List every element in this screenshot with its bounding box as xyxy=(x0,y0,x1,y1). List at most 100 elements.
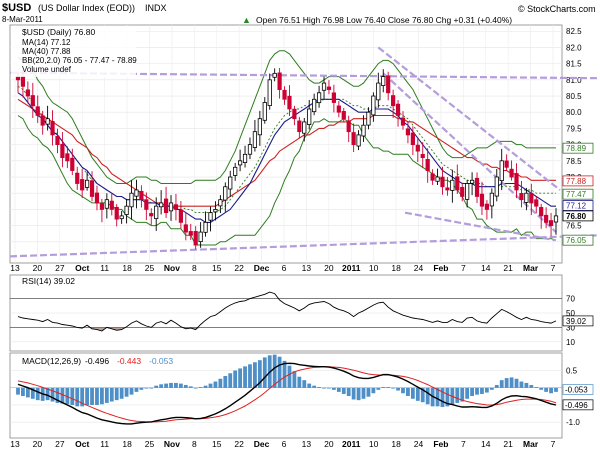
trendline xyxy=(404,211,556,242)
candle xyxy=(465,179,470,208)
macd-histogram-bar xyxy=(341,387,346,394)
macd-histogram-bar xyxy=(524,382,529,388)
macd-histogram-bar xyxy=(60,387,65,404)
x-tick-label: 2011 xyxy=(342,263,361,273)
macd-histogram-bar xyxy=(351,387,356,400)
x-tick-label: 13 xyxy=(10,263,20,273)
x-tick-label: 27 xyxy=(55,263,65,273)
candle xyxy=(504,154,509,171)
macd-histogram-bar xyxy=(198,387,203,388)
candle xyxy=(489,188,494,219)
price-tick-label: 82.5 xyxy=(566,27,582,36)
candle xyxy=(124,198,129,224)
price-tick-label: 78.5 xyxy=(566,157,582,166)
candle xyxy=(529,183,534,216)
macd-signal-line xyxy=(17,366,557,423)
macd-histogram-bar xyxy=(425,387,430,405)
x-tick-label: 2011 xyxy=(342,439,361,449)
candle xyxy=(213,201,218,221)
chart-date: 8-Mar-2011 xyxy=(2,15,43,24)
macd-value-tag: -0.053 xyxy=(562,384,594,395)
macd-histogram-bar xyxy=(346,387,351,397)
x-tick-label: 20 xyxy=(324,263,334,273)
candle xyxy=(109,193,114,216)
macd-histogram-bar xyxy=(494,384,499,388)
macd-histogram-bar xyxy=(475,387,479,395)
rsi-line xyxy=(17,291,557,332)
svg-text:77.47: 77.47 xyxy=(566,190,587,199)
macd-value-tag: -0.496 xyxy=(562,399,594,411)
candle xyxy=(405,120,411,144)
trendline xyxy=(382,72,557,233)
macd-histogram-bar xyxy=(16,387,20,395)
candle xyxy=(159,190,164,215)
candle xyxy=(494,168,499,202)
rsi-tick-label: 50 xyxy=(566,309,575,318)
macd-histogram-bar xyxy=(356,387,361,401)
macd-histogram-bar xyxy=(248,364,252,388)
macd-histogram-bar xyxy=(119,387,124,399)
macd-tick-label: -1.0 xyxy=(566,418,580,427)
price-tick-label: 82.0 xyxy=(566,43,582,52)
macd-histogram-bar xyxy=(549,387,553,394)
macd-histogram-bar xyxy=(109,387,114,402)
candle xyxy=(272,68,277,82)
macd-histogram-bar xyxy=(193,387,198,389)
x-tick-label: 10 xyxy=(369,263,379,273)
price-tick-label: 80.0 xyxy=(566,108,582,117)
svg-text:39.02: 39.02 xyxy=(566,317,587,326)
macd-histogram-bar xyxy=(75,387,80,407)
macd-histogram-bar xyxy=(297,376,302,388)
candle xyxy=(430,169,435,185)
candle xyxy=(75,166,80,190)
macd-histogram-bar xyxy=(504,378,509,388)
candle xyxy=(178,201,183,229)
candle xyxy=(45,105,50,131)
candle xyxy=(203,211,208,237)
candle xyxy=(65,146,70,169)
x-tick-label: 20 xyxy=(324,439,334,449)
macd-histogram-bar xyxy=(386,387,391,388)
x-tick-label: 22 xyxy=(234,263,244,273)
candle xyxy=(242,145,248,168)
macd-histogram-bar xyxy=(401,387,405,394)
bb-upper-line xyxy=(17,50,556,184)
x-tick-label: 11 xyxy=(100,263,109,273)
x-tick-label: 15 xyxy=(212,439,222,449)
macd-histogram-bar xyxy=(183,384,188,388)
candle xyxy=(450,169,455,203)
x-tick-label: Mar xyxy=(523,263,539,273)
price-value-tag: 76.05 xyxy=(562,234,594,246)
macd-histogram-bar xyxy=(223,376,228,388)
candle xyxy=(282,86,287,105)
x-tick-label: 13 xyxy=(302,263,312,273)
macd-histogram-bar xyxy=(292,371,297,388)
price-value-tag: 78.89 xyxy=(562,142,594,154)
candle xyxy=(366,107,371,130)
macd-histogram-bar xyxy=(381,387,386,388)
candle xyxy=(89,171,95,202)
candle xyxy=(198,222,203,248)
x-tick-label: Feb xyxy=(433,439,448,449)
candle xyxy=(218,195,223,214)
quote-up-arrow-icon: ▲ xyxy=(242,15,251,25)
macd-line xyxy=(17,362,557,425)
macd-histogram-bar xyxy=(317,387,321,388)
macd-histogram-bar xyxy=(440,387,445,408)
macd-histogram-bar xyxy=(257,360,262,388)
candle xyxy=(321,76,327,100)
macd-histogram-bar xyxy=(445,387,450,407)
candle xyxy=(228,170,233,197)
x-tick-label: 18 xyxy=(391,439,401,449)
macd-histogram-bar xyxy=(484,387,489,393)
macd-histogram-bar xyxy=(104,387,109,403)
x-tick-label: 7 xyxy=(551,263,556,273)
symbol-title: $USD xyxy=(2,2,31,14)
macd-histogram-bar xyxy=(213,381,218,388)
ma40-line xyxy=(17,98,556,207)
candle xyxy=(440,166,445,195)
macd-histogram-bar xyxy=(114,387,119,401)
x-tick-label: Dec xyxy=(254,263,270,273)
macd-histogram-bar xyxy=(218,378,223,388)
x-tick-label: 8 xyxy=(192,439,197,449)
